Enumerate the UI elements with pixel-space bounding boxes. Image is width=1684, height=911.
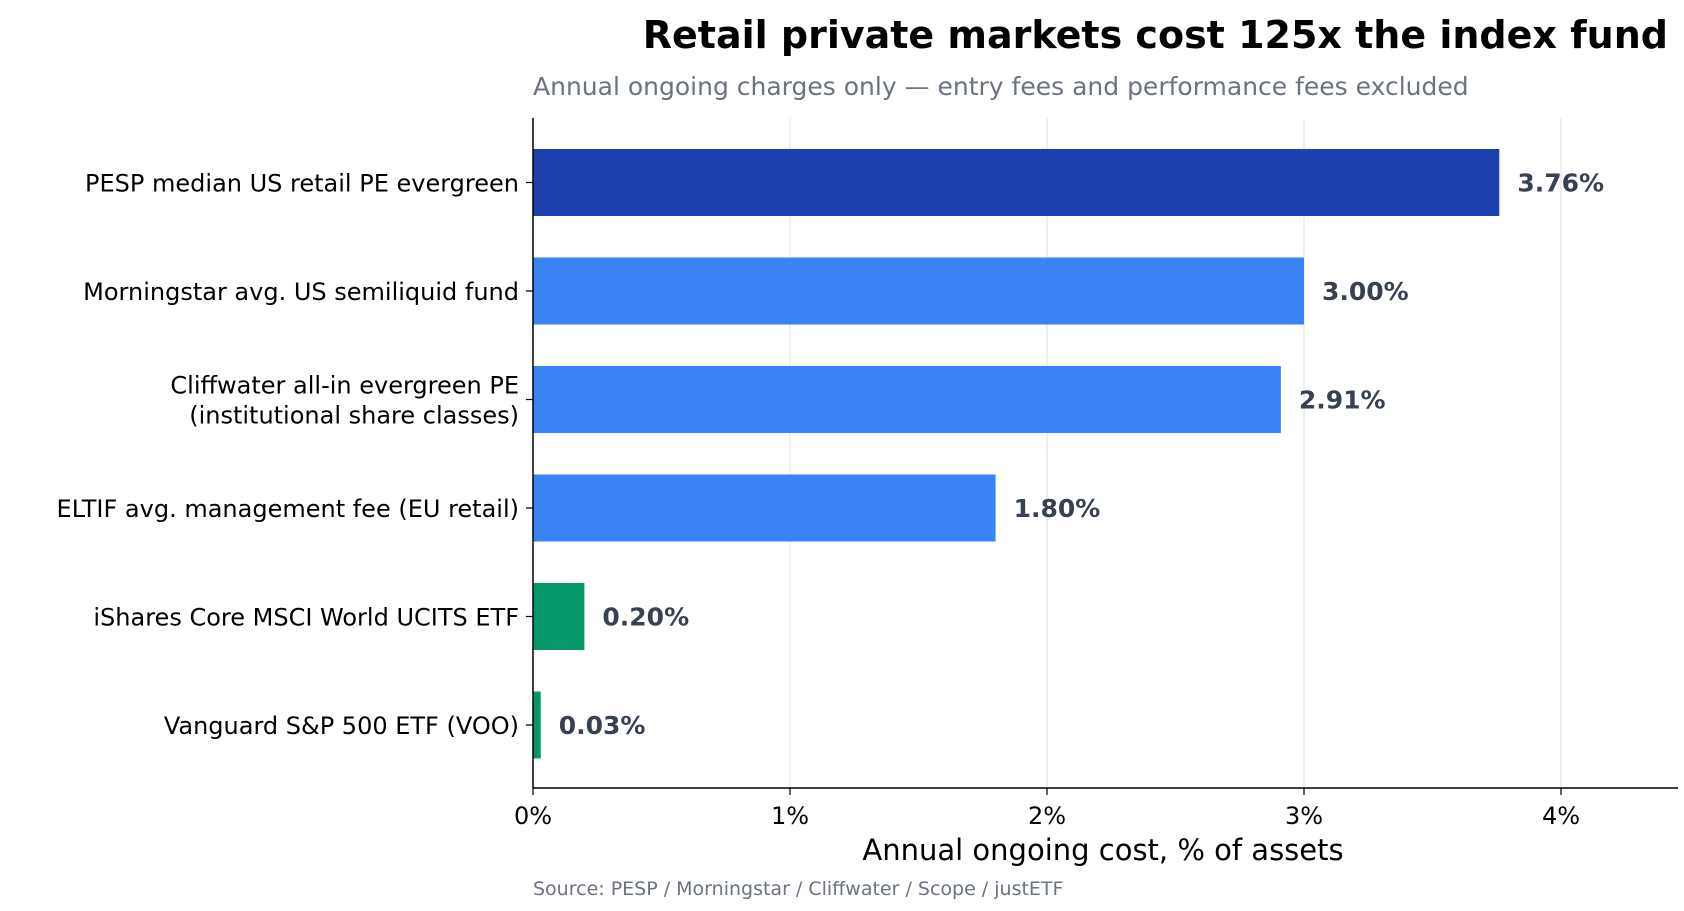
value-label-3: 1.80% [1014,494,1101,523]
category-label-4: iShares Core MSCI World UCITS ETF [93,604,519,632]
chart-title: Retail private markets cost 125x the ind… [643,13,1668,57]
source-note: Source: PESP / Morningstar / Cliffwater … [533,878,1063,900]
value-label-2: 2.91% [1299,386,1386,415]
bar-4 [533,583,585,650]
bar-5 [533,691,541,759]
category-label-3: ELTIF avg. management fee (EU retail) [57,495,519,523]
chart-subtitle: Annual ongoing charges only — entry fees… [533,72,1469,101]
bar-0 [533,149,1500,216]
bars [533,149,1500,759]
x-tick-label-3: 3% [1285,802,1323,830]
axes [526,118,1678,789]
value-labels: 3.76% 3.00% 2.91% 1.80% 0.20% 0.03% [559,169,1604,741]
x-tick-label-4: 4% [1542,802,1580,830]
x-axis-ticks: 0% 1% 2% 3% 4% [514,788,1580,830]
category-label-0: PESP median US retail PE evergreen [85,170,519,198]
value-label-0: 3.76% [1517,169,1604,198]
value-label-4: 0.20% [602,603,689,632]
x-tick-label-2: 2% [1028,802,1066,830]
category-label-2: Cliffwater all-in evergreen PE (instituti… [170,372,519,430]
x-tick-label-1: 1% [771,802,809,830]
bar-1 [533,257,1304,325]
bar-3 [533,474,996,542]
category-label-5: Vanguard S&P 500 ETF (VOO) [164,712,519,740]
value-label-5: 0.03% [559,711,646,740]
category-labels: PESP median US retail PE evergreen Mornin… [57,170,519,741]
x-tick-label-0: 0% [514,802,552,830]
category-label-1: Morningstar avg. US semiliquid fund [83,278,519,306]
value-label-1: 3.00% [1322,277,1409,306]
x-axis-label: Annual ongoing cost, % of assets [862,833,1343,867]
grid-lines [789,118,1562,788]
bar-2 [533,366,1281,433]
